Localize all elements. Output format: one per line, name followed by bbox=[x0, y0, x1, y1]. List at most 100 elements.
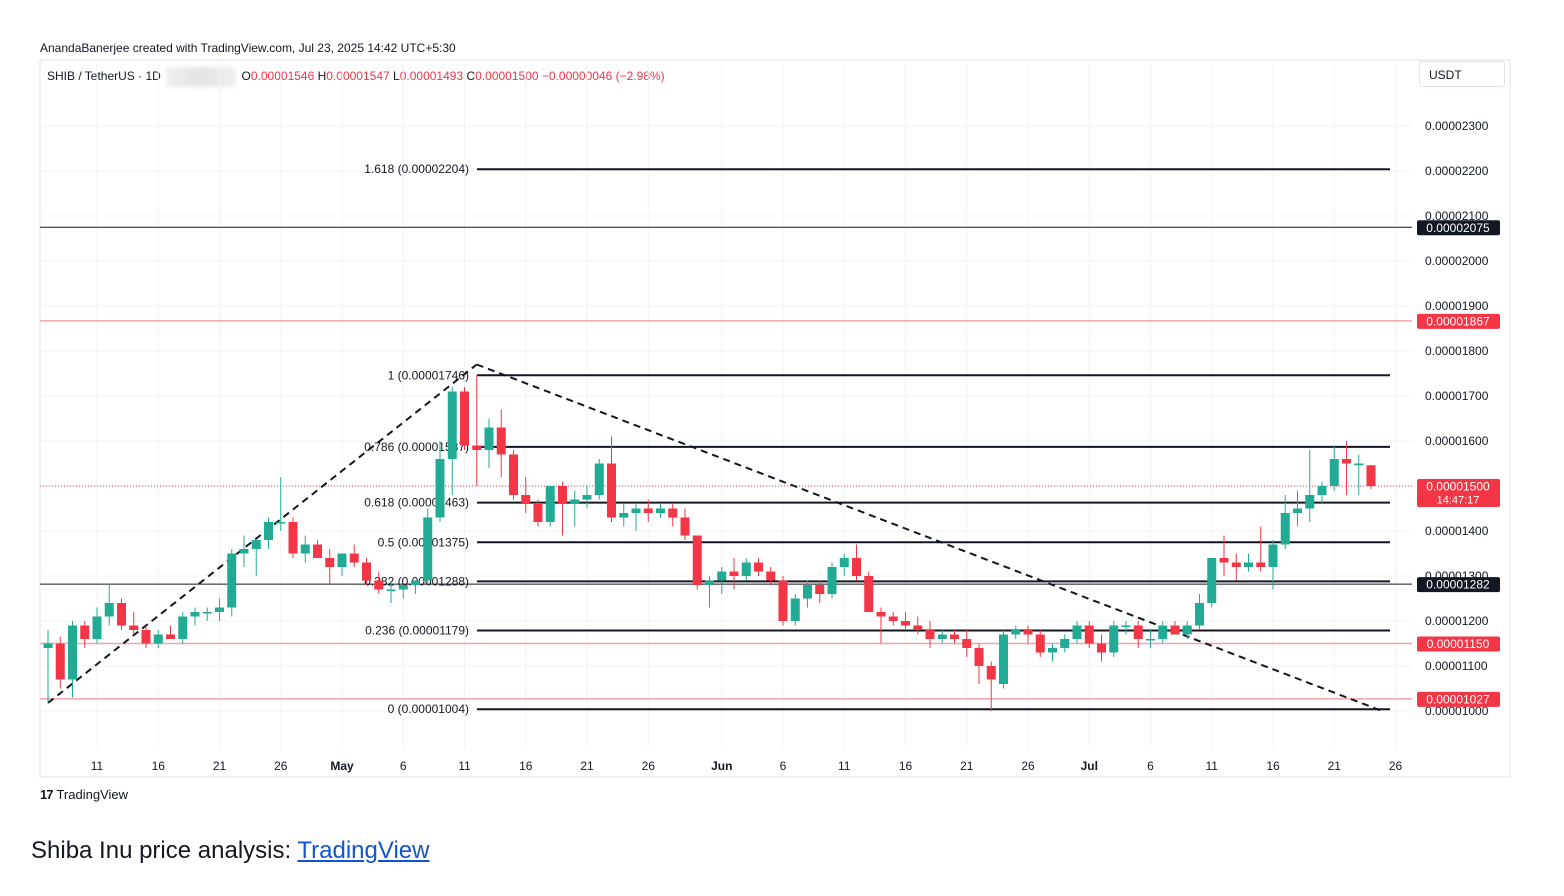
currency-selector[interactable]: USDT bbox=[1419, 61, 1505, 87]
candle-body bbox=[901, 621, 910, 626]
x-tick-label: 26 bbox=[274, 759, 288, 773]
symbol-name[interactable]: SHIB / TetherUS · 1D bbox=[47, 69, 161, 84]
candle-body bbox=[545, 486, 555, 522]
candle-body bbox=[950, 634, 959, 639]
grid bbox=[40, 60, 1412, 748]
candle-body bbox=[1133, 625, 1143, 639]
candle-body bbox=[496, 427, 506, 455]
price-labels: 0.00002075 0.00001867 0.00001282 0.00001150… bbox=[1417, 220, 1500, 707]
price-label-text: 0.00001150 bbox=[1427, 637, 1490, 651]
candle-body bbox=[68, 625, 77, 680]
candle-body bbox=[1182, 625, 1192, 635]
candle-body bbox=[1207, 558, 1217, 603]
candle-body bbox=[974, 648, 984, 666]
fib-level-label: 1.618 (0.00002204) bbox=[364, 162, 469, 176]
price-label-box bbox=[1417, 577, 1500, 593]
candle-body bbox=[227, 553, 237, 608]
last-price-box bbox=[1417, 479, 1500, 507]
candle-body bbox=[398, 585, 408, 590]
open-value: 0.00001546 bbox=[250, 69, 315, 84]
candle-body bbox=[1170, 625, 1180, 635]
candle-body bbox=[864, 576, 874, 612]
low-label: L bbox=[393, 69, 400, 84]
candle-body bbox=[656, 508, 665, 513]
fib-level-label: 0.786 (0.00001587) bbox=[364, 440, 469, 454]
x-tick-label: 6 bbox=[1147, 759, 1154, 773]
candle-body bbox=[631, 508, 641, 513]
candle-body bbox=[803, 585, 812, 599]
price-chart[interactable]: 1.618 (0.00002204) 1 (0.00001746) 0.786 (0… bbox=[0, 0, 1564, 800]
x-tick-label: May bbox=[330, 759, 354, 773]
x-tick-label: Jun bbox=[711, 759, 732, 773]
price-axis: 0.00002300 0.00002200 0.00002100 0.00002000… bbox=[1425, 119, 1489, 718]
x-tick-label: 11 bbox=[838, 759, 851, 773]
candle-body bbox=[668, 508, 678, 518]
candle-body bbox=[815, 585, 825, 594]
y-tick-label: 0.00001600 bbox=[1425, 434, 1489, 448]
candle-body bbox=[1060, 639, 1070, 648]
candle-body bbox=[1329, 459, 1339, 486]
x-tick-label: 21 bbox=[213, 759, 227, 773]
y-tick-label: 0.00001800 bbox=[1425, 344, 1489, 358]
candle-body bbox=[239, 549, 249, 554]
candle-body bbox=[729, 571, 739, 576]
candle-body bbox=[1109, 625, 1119, 653]
candle-body bbox=[43, 643, 53, 648]
candle-body bbox=[876, 612, 886, 617]
candle-body bbox=[92, 616, 102, 639]
y-tick-label: 0.00001400 bbox=[1425, 524, 1489, 538]
candle-body bbox=[607, 463, 616, 518]
price-label-box bbox=[1417, 313, 1500, 329]
candle-body bbox=[202, 612, 212, 614]
low-value: 0.00001493 bbox=[399, 69, 464, 84]
candle-body bbox=[251, 540, 261, 549]
candle-body bbox=[1072, 625, 1082, 639]
candle-body bbox=[594, 463, 604, 495]
x-tick-label: 21 bbox=[960, 759, 974, 773]
candle-body bbox=[1244, 562, 1253, 567]
candle-body bbox=[1280, 513, 1290, 545]
candle-body bbox=[1048, 648, 1057, 653]
fib-level-label: 0 (0.00001004) bbox=[388, 702, 469, 716]
candle-body bbox=[337, 553, 347, 567]
fib-level-label: 0.236 (0.00001179) bbox=[365, 623, 469, 637]
candle-body bbox=[325, 558, 335, 567]
candle-body bbox=[411, 580, 420, 585]
fib-level-label: 1 (0.00001746) bbox=[388, 368, 469, 382]
caption-link[interactable]: TradingView bbox=[297, 837, 430, 864]
x-tick-label: 6 bbox=[400, 759, 407, 773]
chart-pane-border bbox=[39, 59, 1511, 778]
candle-body bbox=[300, 544, 310, 554]
candles bbox=[43, 375, 1376, 711]
candle-body bbox=[619, 513, 629, 518]
candle-body bbox=[1097, 643, 1106, 653]
y-tick-label: 0.00002000 bbox=[1425, 254, 1489, 268]
y-tick-label: 0.00001000 bbox=[1425, 704, 1489, 718]
candle-body bbox=[1317, 486, 1327, 495]
candle-body bbox=[374, 580, 384, 590]
price-label-box bbox=[1417, 691, 1500, 707]
x-tick-label: 16 bbox=[899, 759, 913, 773]
candle-body bbox=[692, 535, 702, 585]
candle-body bbox=[264, 522, 273, 540]
candle-body bbox=[423, 517, 433, 581]
candle-body bbox=[558, 486, 567, 504]
y-tick-label: 0.00002100 bbox=[1425, 209, 1489, 223]
candle-body bbox=[1023, 630, 1033, 635]
candle-body bbox=[215, 607, 224, 612]
price-label-text: 0.00001867 bbox=[1426, 314, 1490, 328]
x-tick-label: 26 bbox=[642, 759, 656, 773]
close-label: C bbox=[466, 69, 476, 84]
candle-body bbox=[1158, 625, 1168, 639]
candle-body bbox=[790, 598, 800, 621]
candle-body bbox=[386, 589, 396, 591]
candle-body bbox=[962, 639, 972, 648]
caption-text: Shiba Inu price analysis: bbox=[31, 837, 298, 864]
price-label-text: 0.00001282 bbox=[1426, 578, 1490, 592]
candle-body bbox=[129, 625, 139, 630]
candle-body bbox=[166, 634, 175, 639]
candle-body bbox=[80, 625, 90, 639]
price-label-text: 0.00002075 bbox=[1426, 221, 1490, 235]
x-tick-label: 11 bbox=[1206, 759, 1219, 773]
y-tick-label: 0.00002300 bbox=[1425, 119, 1489, 133]
